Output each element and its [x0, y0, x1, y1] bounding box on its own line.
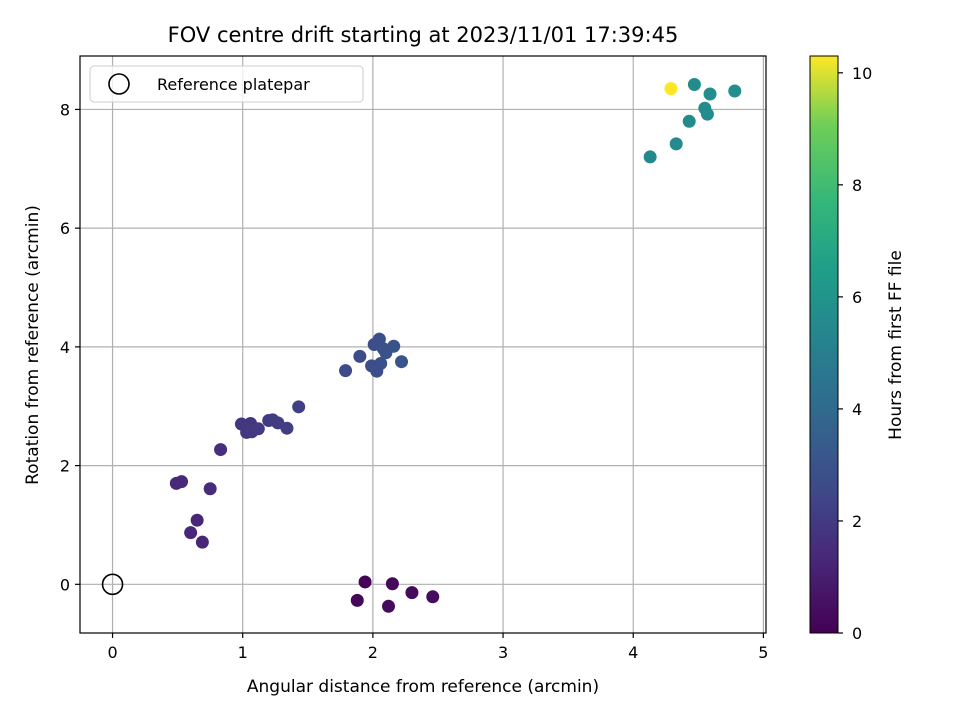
- colorbar-label: Hours from first FF file: [886, 250, 906, 440]
- data-point: [405, 586, 419, 600]
- data-point: [251, 422, 265, 436]
- colorbar-tick-label: 6: [852, 288, 862, 307]
- colorbar-frame: [809, 55, 839, 634]
- x-axis-label: Angular distance from reference (arcmin): [247, 677, 599, 697]
- x-axis-ticks: 0 1 2 3 4 5: [107, 633, 768, 662]
- data-point: [339, 364, 353, 378]
- colorbar-tick-label: 0: [852, 624, 862, 643]
- x-tick-label: 3: [498, 643, 508, 662]
- reference-point: [101, 573, 124, 596]
- legend-entry-reference: Reference platepar: [157, 75, 310, 94]
- data-point: [728, 84, 742, 98]
- x-tick-label: 4: [628, 643, 638, 662]
- data-points: [101, 77, 742, 613]
- data-point: [280, 421, 294, 435]
- data-point: [387, 339, 401, 353]
- y-tick-label: 8: [60, 100, 70, 119]
- data-point: [682, 114, 696, 128]
- colorbar-tick-label: 4: [852, 400, 862, 419]
- plot-frame: [79, 55, 767, 634]
- y-tick-label: 4: [60, 338, 70, 357]
- data-point: [703, 87, 717, 101]
- data-point: [395, 355, 409, 369]
- chart-title: FOV centre drift starting at 2023/11/01 …: [168, 23, 679, 47]
- x-tick-label: 2: [368, 643, 378, 662]
- data-point: [190, 513, 204, 527]
- x-tick-label: 5: [758, 643, 768, 662]
- colorbar-tick-label: 2: [852, 512, 862, 531]
- y-tick-label: 0: [60, 575, 70, 594]
- y-axis-ticks: 0 2 4 6 8: [60, 100, 80, 594]
- y-tick-label: 2: [60, 457, 70, 476]
- plot-area: [80, 56, 766, 633]
- data-point: [203, 482, 217, 496]
- data-point: [175, 475, 189, 489]
- data-point: [700, 107, 714, 121]
- legend-box: [89, 65, 364, 103]
- data-point: [687, 77, 701, 91]
- data-point: [643, 150, 657, 164]
- data-point: [358, 575, 372, 589]
- data-point: [664, 82, 678, 96]
- data-point: [350, 593, 364, 607]
- colorbar: 0 2 4 6 8 10 Hours from first FF file: [809, 55, 906, 643]
- data-point: [292, 400, 306, 414]
- x-tick-label: 0: [107, 643, 117, 662]
- x-tick-label: 1: [238, 643, 248, 662]
- data-point: [195, 535, 209, 549]
- colorbar-gradient: [810, 56, 838, 633]
- data-point: [669, 137, 683, 151]
- y-tick-label: 6: [60, 219, 70, 238]
- data-point: [382, 599, 396, 613]
- data-point: [353, 349, 367, 363]
- data-point: [385, 577, 399, 591]
- grid-lines: [80, 56, 766, 633]
- colorbar-ticks: 0 2 4 6 8 10: [838, 64, 872, 643]
- data-point: [214, 443, 228, 457]
- legend-marker-reference: [108, 73, 130, 95]
- colorbar-tick-label: 8: [852, 176, 862, 195]
- y-axis-label: Rotation from reference (arcmin): [23, 205, 43, 485]
- legend: Reference platepar: [89, 65, 364, 103]
- data-point: [374, 356, 388, 370]
- data-point: [184, 526, 198, 540]
- colorbar-tick-label: 10: [852, 64, 872, 83]
- data-point: [426, 590, 440, 604]
